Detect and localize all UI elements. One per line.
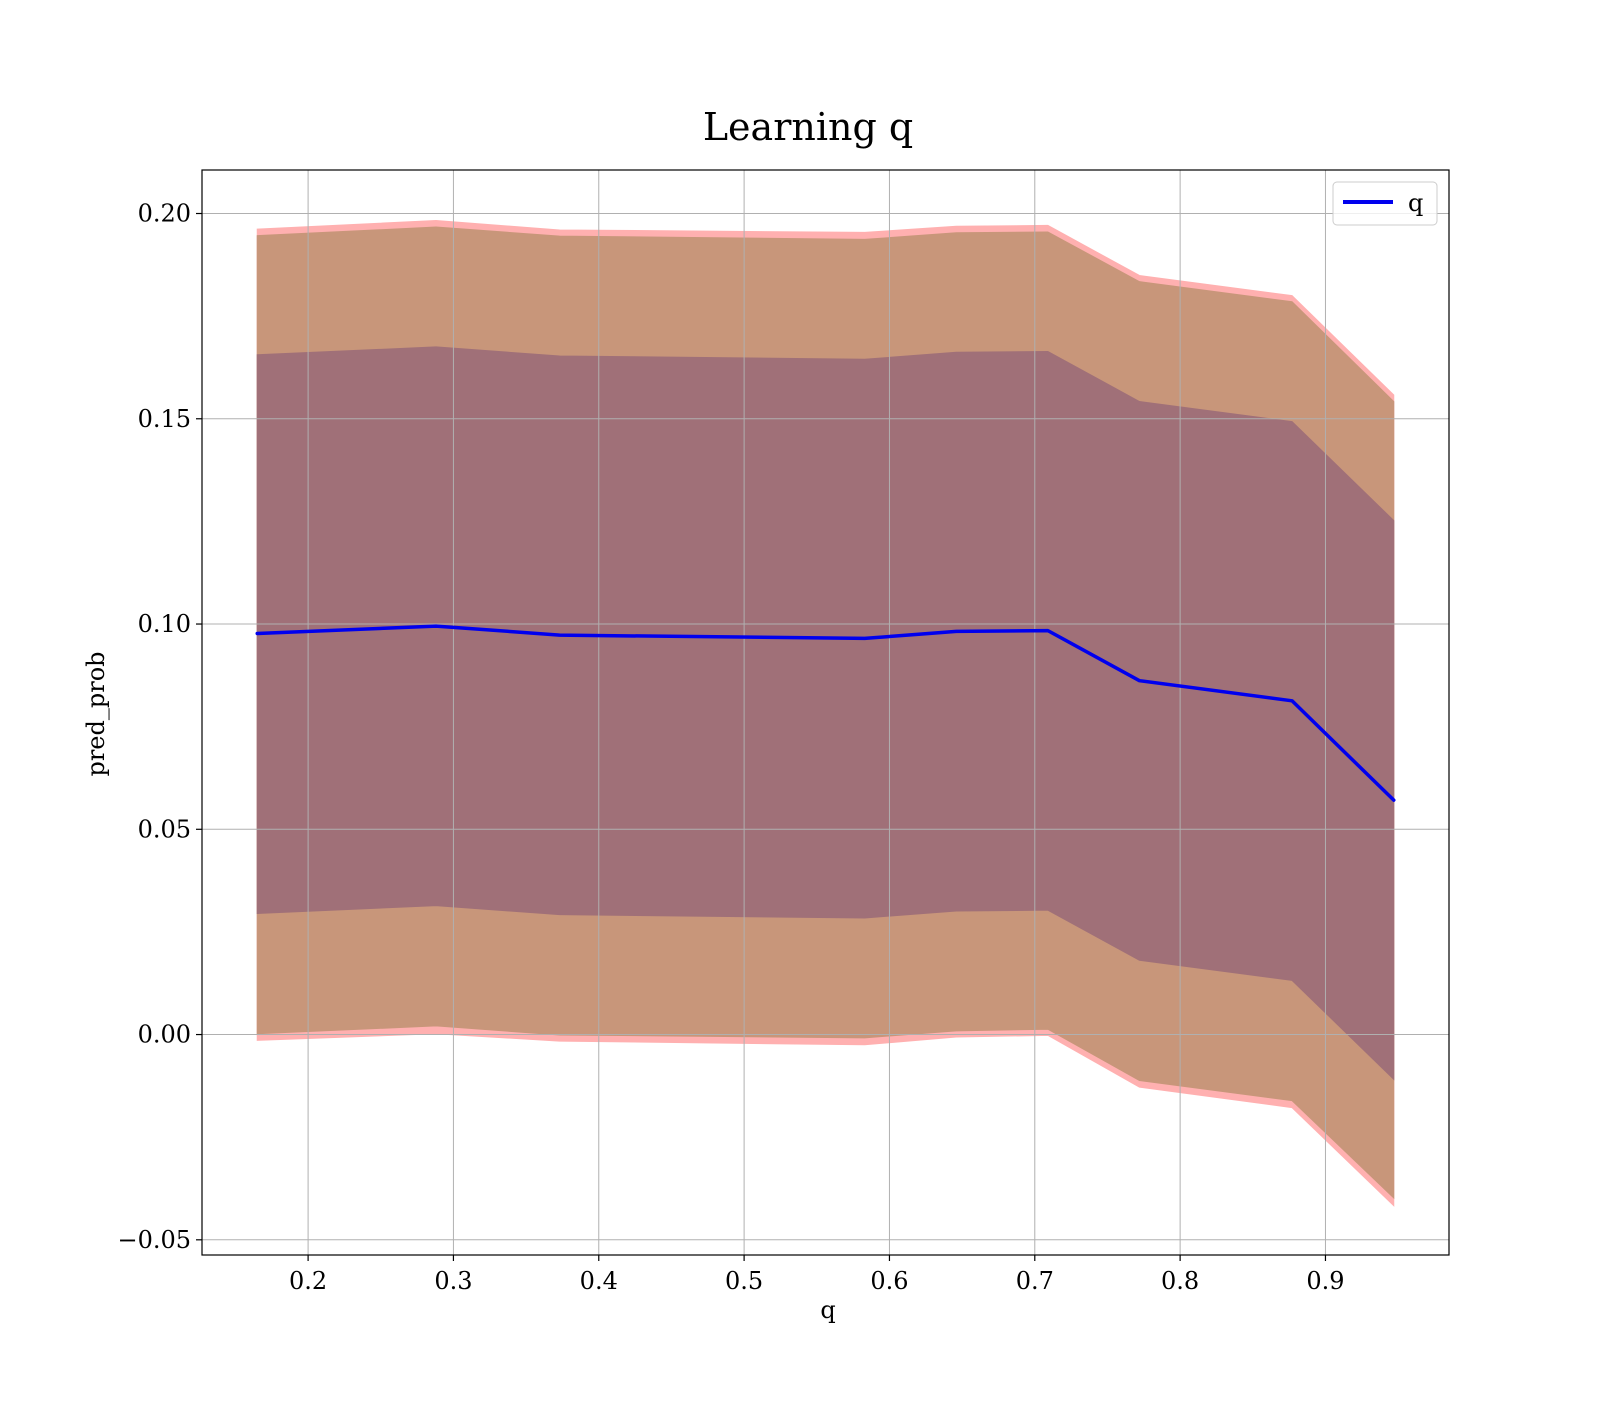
plot-frame [201,169,1450,1256]
x-tick-label: 0.3 [434,1267,472,1295]
y-tick-label: 0.10 [138,610,191,638]
x-tick-label: 0.8 [1161,1267,1199,1295]
legend: q [1332,181,1438,226]
series-lines [255,624,1396,802]
y-axis-label: pred_prob [82,651,110,776]
x-tick-label: 0.4 [580,1267,618,1295]
x-tick-label: 0.6 [870,1267,908,1295]
x-tick-label: 0.7 [1016,1267,1054,1295]
series-line-q [255,624,1396,802]
chart-title: Learning q [703,105,913,149]
x-axis-ticks: 0.2 0.3 0.4 0.5 0.6 0.7 0.8 0.9 [289,1255,1345,1295]
grid-lines [202,170,1449,1255]
y-tick-label: 0.00 [138,1021,191,1049]
y-axis-ticks: −0.05 0.00 0.05 0.10 0.15 0.20 [117,200,202,1254]
confidence-band-3 [256,346,1395,1081]
y-tick-label: −0.05 [117,1226,191,1254]
y-tick-label: 0.15 [138,405,191,433]
y-tick-label: 0.05 [138,815,191,843]
y-tick-label: 0.20 [138,200,191,228]
x-tick-label: 0.2 [289,1267,327,1295]
confidence-bands [256,219,1395,1207]
x-axis-label: q [820,1296,835,1324]
x-tick-label: 0.9 [1306,1267,1344,1295]
legend-label-q: q [1408,189,1423,217]
x-tick-label: 0.5 [725,1267,763,1295]
